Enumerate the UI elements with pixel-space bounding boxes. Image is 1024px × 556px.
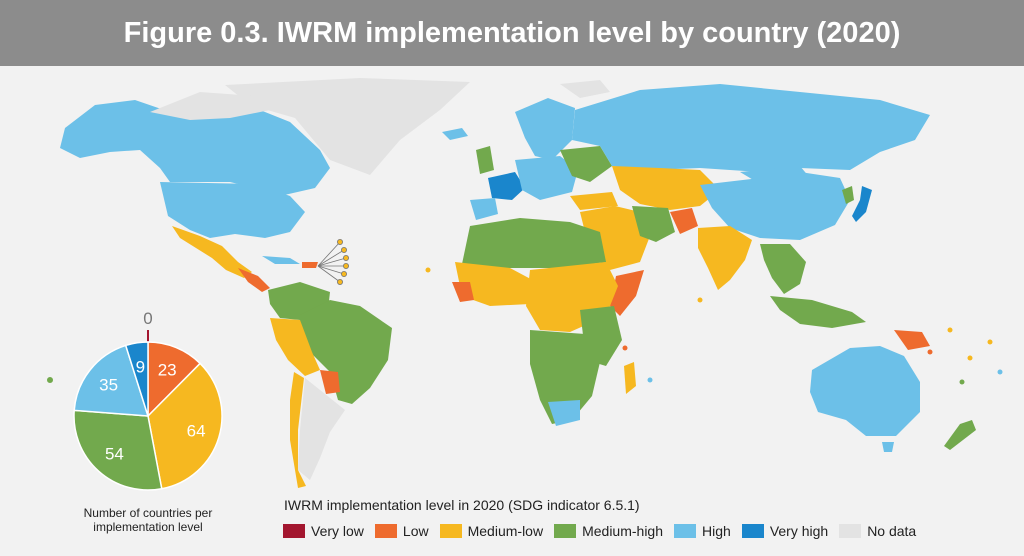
legend-item-very-low: Very low <box>283 523 364 539</box>
pie-caption-line2: implementation level <box>93 520 203 534</box>
region-tasmania <box>882 442 894 452</box>
pie-label-medium-low: 64 <box>187 422 206 441</box>
legend-label: Medium-high <box>582 523 664 539</box>
pie-chart: 0 23 64 54 35 9 <box>73 309 223 491</box>
region-peru-bolivia <box>270 318 320 376</box>
island-dots <box>47 267 1003 385</box>
region-iran <box>632 206 675 242</box>
region-mongolia <box>740 166 810 184</box>
legend-label: Very high <box>769 523 829 539</box>
pie-label-medium-high: 54 <box>105 444 124 463</box>
region-brazil <box>300 300 392 404</box>
legend-swatch <box>374 524 397 538</box>
legend-swatch <box>283 524 305 538</box>
region-chile <box>290 372 306 488</box>
region-southern-africa <box>530 330 600 424</box>
region-eastern-europe <box>560 146 612 182</box>
legend-swatch <box>674 524 697 538</box>
region-korea <box>842 186 854 204</box>
region-horn-of-africa <box>610 270 644 316</box>
region-central-asia <box>612 166 720 210</box>
region-central-europe <box>515 156 578 200</box>
legend-label: No data <box>867 523 917 539</box>
region-india <box>698 226 752 290</box>
region-hispaniola <box>302 262 318 268</box>
region-turkey <box>570 192 618 210</box>
legend-label: Medium-low <box>467 523 544 539</box>
region-china <box>700 172 850 240</box>
caribbean-callouts <box>317 238 349 285</box>
pie-slice-medium-high <box>73 409 163 491</box>
legend-label: Very low <box>311 523 364 539</box>
legend-item-low: Low <box>374 523 429 539</box>
legend-item-medium-low: Medium-low <box>439 523 544 539</box>
region-japan <box>852 186 872 222</box>
legend-swatch <box>741 524 764 538</box>
region-greenland <box>225 78 470 175</box>
region-north-africa <box>462 218 606 268</box>
region-australia <box>810 346 920 436</box>
region-west-coast-low <box>452 282 474 302</box>
region-southeast-asia <box>760 244 806 294</box>
region-mexico <box>172 226 252 278</box>
region-new-zealand <box>944 420 976 450</box>
world-map <box>47 78 1003 488</box>
legend-swatch <box>839 524 862 538</box>
pie-label-high: 35 <box>99 376 118 395</box>
legend: Very low Low Medium-low Medium-high High Very… <box>283 523 927 539</box>
legend-label: Low <box>402 523 429 539</box>
pie-slice-high <box>73 344 150 417</box>
pie-slice-medium-low <box>147 362 223 490</box>
region-scandinavia <box>515 98 575 160</box>
figure-title: Figure 0.3. IWRM implementation level by… <box>123 16 901 49</box>
region-france <box>488 172 525 200</box>
region-iberia <box>470 198 498 220</box>
pie-slice-very-high <box>124 341 149 417</box>
legend-swatch <box>554 524 577 538</box>
pie-caption: Number of countries per implementation l… <box>60 506 236 534</box>
legend-swatch <box>439 524 462 538</box>
region-canada <box>60 100 330 196</box>
region-usa <box>160 182 305 238</box>
legend-item-high: High <box>674 523 731 539</box>
region-papua-new-guinea <box>894 330 930 350</box>
region-argentina <box>298 378 345 480</box>
region-south-africa <box>548 400 580 426</box>
region-iceland <box>442 128 468 140</box>
pie-slice-low <box>147 341 202 418</box>
pie-label-very-high: 9 <box>136 357 145 376</box>
region-paraguay <box>320 370 340 394</box>
region-cuba <box>262 256 300 264</box>
region-arctic-islands <box>150 92 270 120</box>
region-madagascar <box>624 362 636 394</box>
legend-item-very-high: Very high <box>741 523 829 539</box>
region-afghanistan <box>670 208 698 234</box>
pie-label-low: 23 <box>158 360 177 379</box>
pie-label-very-low: 0 <box>143 309 152 328</box>
region-svalbard <box>560 80 610 98</box>
pie-caption-line1: Number of countries per <box>83 506 213 520</box>
title-bar: Figure 0.3. IWRM implementation level by… <box>0 0 1024 66</box>
legend-item-medium-high: Medium-high <box>554 523 663 539</box>
region-west-africa <box>455 262 540 306</box>
legend-title: IWRM implementation level in 2020 (SDG i… <box>284 497 640 513</box>
region-russia <box>572 84 930 172</box>
region-indonesia <box>770 296 866 328</box>
region-central-america <box>238 268 270 292</box>
legend-label: High <box>702 523 731 539</box>
legend-item-no-data: No data <box>839 523 916 539</box>
region-uk <box>476 146 494 174</box>
